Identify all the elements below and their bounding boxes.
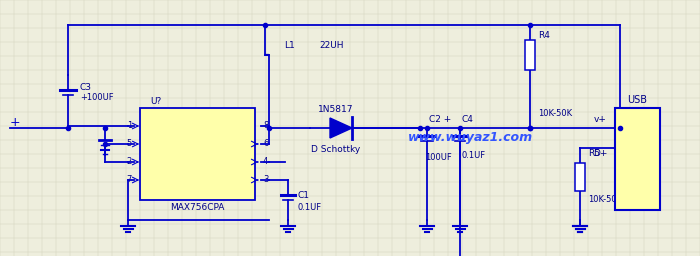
Text: 2: 2 bbox=[620, 144, 626, 153]
Text: LBI: LBI bbox=[163, 140, 177, 148]
Text: R5: R5 bbox=[588, 148, 600, 157]
Text: www.wuyaz1.com: www.wuyaz1.com bbox=[407, 132, 533, 144]
Text: 6: 6 bbox=[263, 140, 268, 148]
Text: 0.1UF: 0.1UF bbox=[298, 204, 322, 212]
Text: D+: D+ bbox=[593, 148, 607, 157]
Text: $\overline{\rm SHDN}$: $\overline{\rm SHDN}$ bbox=[156, 119, 184, 133]
Text: MAX756CPA: MAX756CPA bbox=[170, 204, 225, 212]
Polygon shape bbox=[330, 118, 352, 138]
Text: USB: USB bbox=[627, 95, 648, 105]
Text: 5: 5 bbox=[127, 140, 132, 148]
FancyBboxPatch shape bbox=[615, 108, 660, 210]
Text: 4: 4 bbox=[620, 184, 626, 193]
Text: +100UF: +100UF bbox=[80, 93, 113, 102]
Text: REF: REF bbox=[218, 176, 235, 185]
Text: +: + bbox=[10, 116, 20, 130]
Text: C2 +: C2 + bbox=[429, 115, 452, 124]
Text: 3/$\overline{5}$: 3/$\overline{5}$ bbox=[162, 155, 178, 169]
Text: R4: R4 bbox=[538, 30, 550, 39]
Text: 3: 3 bbox=[263, 176, 268, 185]
Bar bbox=[575, 163, 585, 191]
Text: 7: 7 bbox=[127, 176, 132, 185]
Text: LBO: LBO bbox=[218, 157, 236, 166]
Text: C1: C1 bbox=[298, 190, 310, 199]
Text: GND: GND bbox=[160, 176, 181, 185]
Text: C4: C4 bbox=[462, 115, 474, 124]
Text: L1: L1 bbox=[284, 40, 295, 49]
FancyBboxPatch shape bbox=[140, 108, 255, 200]
Text: 8: 8 bbox=[263, 122, 268, 131]
Text: 0.1UF: 0.1UF bbox=[462, 152, 486, 161]
Bar bbox=[525, 40, 535, 70]
Text: 22UH: 22UH bbox=[319, 40, 344, 49]
Text: 4: 4 bbox=[263, 157, 268, 166]
Text: 10K-50k: 10K-50k bbox=[588, 195, 622, 204]
Text: C3: C3 bbox=[80, 82, 92, 91]
Text: U?: U? bbox=[150, 97, 161, 105]
Text: v+: v+ bbox=[594, 115, 606, 124]
Text: 1: 1 bbox=[620, 123, 626, 133]
Text: 2: 2 bbox=[127, 157, 132, 166]
Text: 10K-50K: 10K-50K bbox=[538, 109, 572, 118]
Text: OUT: OUT bbox=[218, 140, 237, 148]
Text: 1: 1 bbox=[127, 122, 132, 131]
Text: 1N5817: 1N5817 bbox=[318, 105, 354, 114]
Text: 100UF: 100UF bbox=[425, 154, 452, 163]
Text: LX: LX bbox=[221, 122, 232, 131]
Text: D Schottky: D Schottky bbox=[312, 145, 360, 155]
Text: 3: 3 bbox=[620, 164, 626, 173]
